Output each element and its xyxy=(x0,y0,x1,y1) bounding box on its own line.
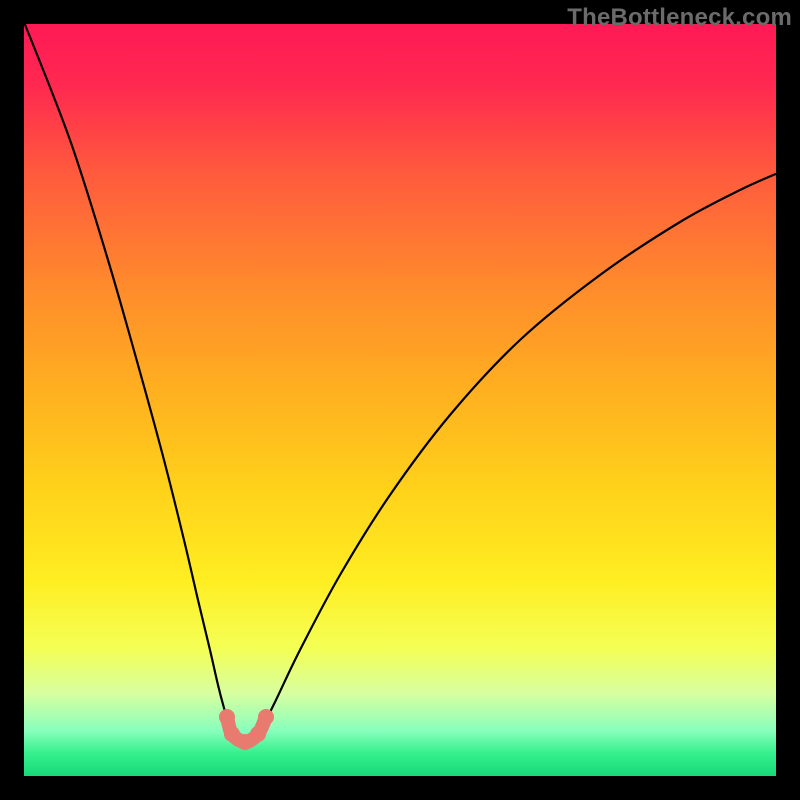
plot-background xyxy=(24,24,776,776)
watermark-text: TheBottleneck.com xyxy=(567,4,792,32)
trough-dot xyxy=(219,709,235,725)
bottleneck-chart xyxy=(0,0,800,800)
trough-dot xyxy=(258,709,274,725)
trough-dot xyxy=(250,726,266,742)
